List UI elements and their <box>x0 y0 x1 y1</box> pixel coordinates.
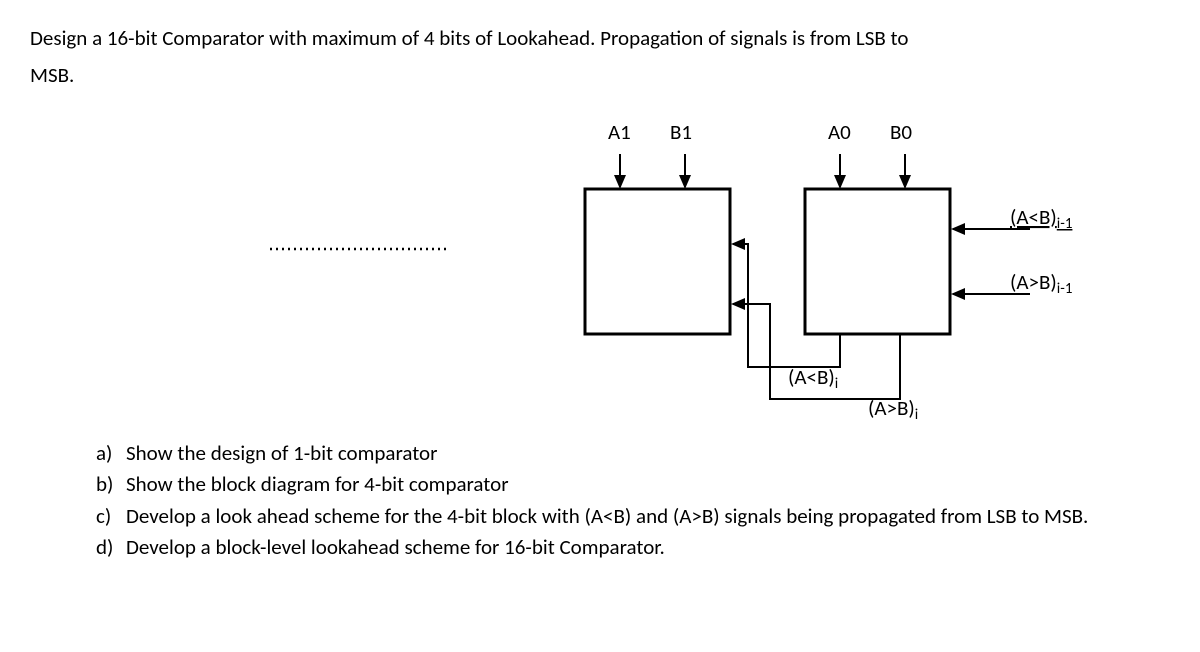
path-lt-mid <box>733 244 840 367</box>
label-a1: A1 <box>608 119 631 145</box>
stage-box-left <box>585 189 730 334</box>
item-c: c) Develop a look ahead scheme for the 4… <box>96 502 1170 531</box>
item-d: d) Develop a block-level lookahead schem… <box>96 533 1170 562</box>
item-a-text: Show the design of 1-bit comparator <box>126 440 437 466</box>
stage-box-right <box>805 189 950 334</box>
question-list: a) Show the design of 1-bit comparator b… <box>30 439 1170 563</box>
item-d-marker: d) <box>96 533 113 562</box>
label-lt-in: (A<B)i-1 <box>1010 204 1072 233</box>
label-lt-mid: (A<B)i <box>788 364 838 393</box>
question-intro-line2: MSB. <box>30 61 1170 90</box>
item-b-marker: b) <box>96 470 113 499</box>
item-a: a) Show the design of 1-bit comparator <box>96 439 1170 468</box>
question-intro-line1: Design a 16-bit Comparator with maximum … <box>30 24 1170 53</box>
diagram-container: A0 B0 A1 B1 (A<B)i-1 (A>B)i-1 (A<B)i (A>… <box>30 99 1130 419</box>
item-d-text: Develop a block-level lookahead scheme f… <box>126 534 665 560</box>
label-a0: A0 <box>828 119 851 145</box>
label-b1: B1 <box>670 119 692 145</box>
item-b-text: Show the block diagram for 4-bit compara… <box>126 471 509 497</box>
label-gt-mid: (A>B)i <box>868 395 918 419</box>
label-gt-in: (A>B)i-1 <box>1010 269 1072 298</box>
label-b0: B0 <box>890 119 912 145</box>
item-c-marker: c) <box>96 502 111 531</box>
item-a-marker: a) <box>96 439 112 468</box>
item-c-text: Develop a look ahead scheme for the 4-bi… <box>126 503 1088 529</box>
item-b: b) Show the block diagram for 4-bit comp… <box>96 470 1170 499</box>
comparator-diagram: A0 B0 A1 B1 (A<B)i-1 (A>B)i-1 (A<B)i (A>… <box>30 99 1130 419</box>
